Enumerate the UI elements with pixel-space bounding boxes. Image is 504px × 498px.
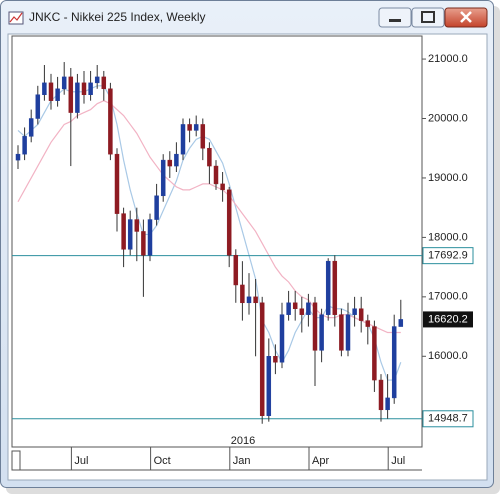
plot-area [11, 35, 423, 448]
x-tick-label: Apr [312, 455, 329, 467]
candle-body [339, 314, 344, 351]
candle-body [273, 356, 278, 363]
candle-body [352, 308, 357, 315]
candle-body [167, 159, 173, 167]
candle-body [55, 88, 60, 101]
candle-body [94, 76, 100, 84]
candle-body [226, 189, 232, 256]
candle-body [35, 94, 41, 119]
candle-body [200, 124, 206, 149]
x-tick-label: Jan [233, 455, 251, 467]
candle-body [28, 118, 34, 137]
app-icon [8, 11, 24, 25]
candle-body [319, 314, 324, 351]
candle-body [42, 82, 47, 95]
y-tick-label: 16000.0 [428, 350, 468, 362]
candle-body [292, 302, 298, 309]
candle-body [358, 308, 364, 321]
candle-body [22, 136, 27, 155]
close-glyph [460, 11, 472, 23]
candle-body [306, 302, 311, 315]
minimize-glyph [389, 19, 401, 22]
candle-body [187, 124, 192, 131]
level-label: 17692.9 [428, 250, 468, 262]
y-tick-label: 17000.0 [428, 291, 468, 303]
last-price-box [423, 311, 473, 328]
candle-body [108, 88, 113, 155]
y-tick-label: 18000.0 [428, 231, 468, 243]
candle-body [101, 76, 107, 90]
candle-body [61, 76, 67, 90]
scroll-box [11, 450, 21, 471]
candle-body [207, 147, 212, 167]
candle-body [286, 302, 291, 315]
level-label: 14948.7 [428, 413, 468, 425]
candle-body [174, 153, 179, 167]
candle-body [299, 308, 305, 315]
window-title: JNKC - Nikkei 225 Index, Weekly [29, 10, 206, 24]
candle-body [372, 326, 377, 381]
candle-body [365, 320, 371, 327]
candle-body [253, 296, 258, 304]
y-tick-label: 21000.0 [428, 53, 468, 65]
candle-body [127, 219, 133, 250]
candle-body [220, 183, 225, 191]
candle-body [312, 302, 318, 351]
year-label: 2016 [231, 435, 255, 447]
candle-body [134, 219, 140, 232]
candle-body [121, 213, 126, 250]
candle-body [279, 314, 285, 363]
candle-body [81, 82, 87, 95]
candle-body [266, 356, 272, 416]
candle-body [114, 153, 120, 214]
candle-body [385, 397, 390, 411]
candle-body [378, 379, 384, 411]
candle-body [398, 319, 404, 327]
candle-body [88, 82, 93, 95]
last-price-label: 16620.2 [428, 313, 468, 325]
candle-body [391, 326, 397, 399]
candle-body [345, 314, 351, 351]
level-label-box [422, 247, 474, 265]
candle-body [259, 302, 265, 416]
candle-body [193, 124, 199, 131]
candle-body [246, 296, 252, 304]
candle-body [332, 260, 338, 315]
x-tick-label: Oct [154, 455, 171, 467]
candle-body [141, 231, 146, 256]
maximize-button[interactable] [411, 7, 445, 28]
candle-body [15, 153, 21, 161]
x-tick-label: Jul [74, 455, 88, 467]
candle-body [213, 165, 219, 185]
y-tick-label: 20000.0 [428, 112, 468, 124]
app-icon-line [9, 12, 23, 23]
maximize-glyph [421, 11, 435, 23]
candle-body [180, 124, 186, 155]
candle-body [147, 219, 153, 256]
candle-body [75, 82, 80, 113]
candle-body [68, 76, 74, 113]
x-tick-label: Jul [391, 455, 405, 467]
candle-body [233, 254, 239, 286]
level-label-box [422, 410, 474, 428]
minimize-button[interactable] [378, 7, 412, 28]
candle-body [240, 284, 245, 304]
y-tick-label: 19000.0 [428, 172, 468, 184]
candle-body [154, 195, 159, 220]
candle-body [160, 159, 166, 197]
candle-body [325, 260, 331, 315]
candle-body [48, 82, 54, 101]
